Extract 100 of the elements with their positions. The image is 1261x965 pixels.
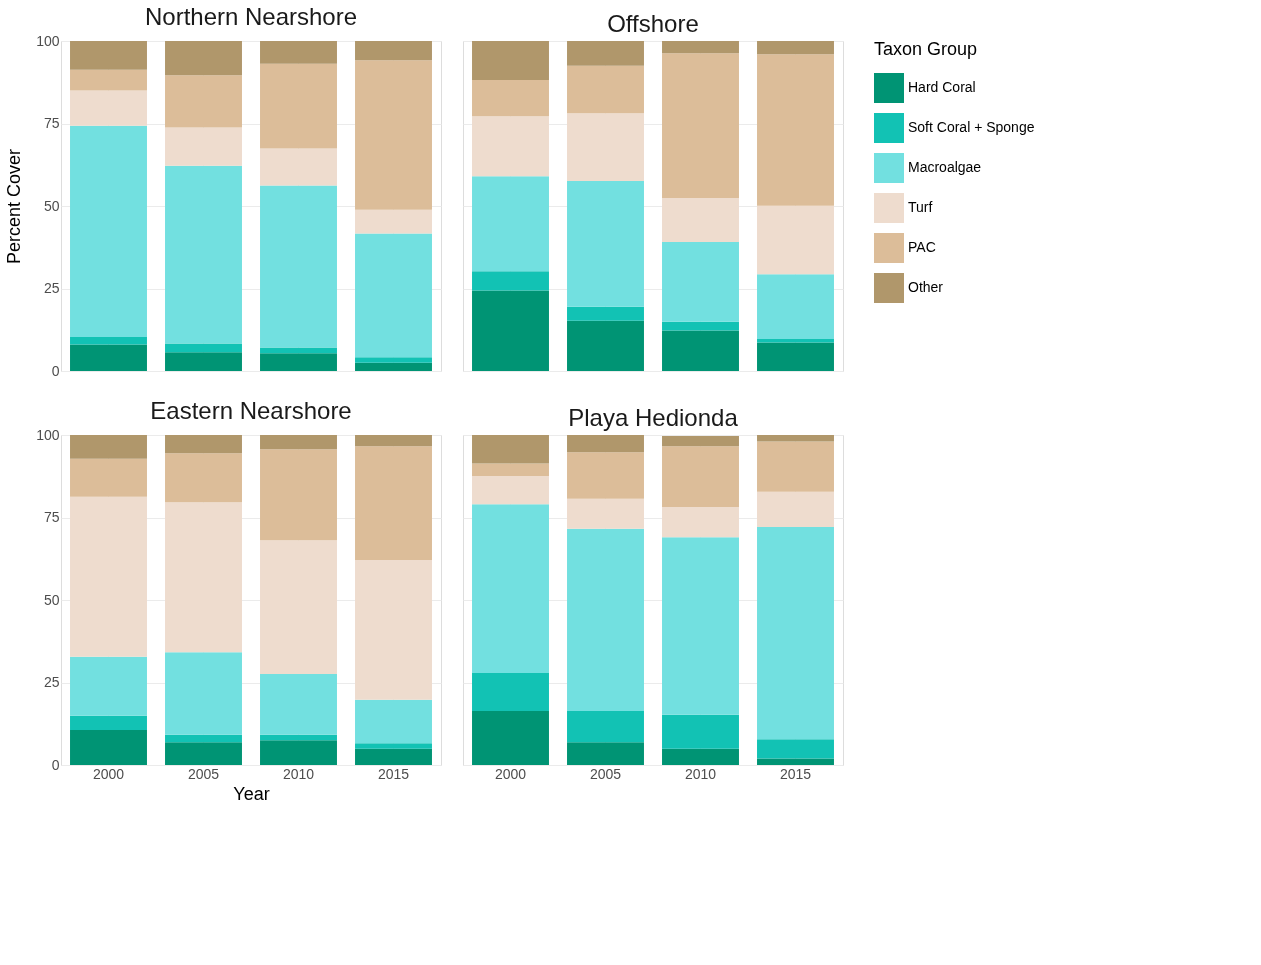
bar — [662, 714, 739, 749]
x-tick-label: 2015 — [779, 765, 812, 782]
bar — [70, 41, 147, 70]
bar — [70, 656, 147, 716]
bar — [662, 321, 739, 331]
bar — [260, 435, 337, 450]
bar — [165, 41, 242, 76]
bar — [70, 730, 147, 765]
bar — [567, 65, 644, 114]
bar — [567, 306, 644, 321]
y-tick-label: 0 — [51, 756, 60, 773]
bar — [472, 672, 549, 711]
bar — [567, 528, 644, 711]
bar — [355, 748, 432, 765]
bar — [662, 506, 739, 538]
bar — [165, 343, 242, 353]
bar — [70, 458, 147, 497]
y-tick-label: 25 — [43, 280, 60, 296]
bar — [567, 41, 644, 66]
y-axis-title: Percent Cover — [4, 148, 25, 265]
bar — [472, 463, 549, 476]
bar — [355, 560, 432, 700]
bar — [662, 53, 739, 199]
x-tick-label: 2010 — [684, 765, 717, 782]
bar — [662, 435, 739, 447]
bar — [757, 435, 834, 442]
bar — [662, 241, 739, 322]
bar — [260, 41, 337, 64]
bar — [355, 209, 432, 234]
bar — [757, 338, 834, 343]
x-tick-label: 2015 — [377, 765, 410, 782]
bar — [260, 185, 337, 348]
legend-title: Taxon Group — [874, 39, 978, 59]
bar — [472, 504, 549, 673]
bar — [662, 446, 739, 507]
bar — [355, 41, 432, 61]
bar — [260, 353, 337, 371]
y-tick-label: 100 — [36, 32, 60, 49]
bar — [662, 537, 739, 715]
bar — [472, 271, 549, 291]
bar — [567, 435, 644, 453]
bar — [662, 748, 739, 765]
bar — [567, 320, 644, 371]
bar — [355, 362, 432, 371]
bar — [472, 710, 549, 765]
bar — [260, 540, 337, 674]
chart-title: Northern Nearshore — [144, 3, 358, 30]
bar — [662, 41, 739, 54]
bar — [757, 205, 834, 275]
bar — [165, 352, 242, 371]
bar — [472, 41, 549, 80]
bar — [165, 453, 242, 503]
bar — [355, 699, 432, 744]
bar — [165, 502, 242, 653]
legend-label: Soft Coral + Sponge — [908, 119, 1035, 135]
legend-label: Turf — [908, 199, 933, 215]
bar — [567, 710, 644, 743]
y-tick-label: 75 — [43, 115, 60, 131]
bar — [70, 337, 147, 345]
bar — [260, 673, 337, 735]
bar — [472, 176, 549, 272]
bar — [70, 435, 147, 459]
bar — [355, 435, 432, 447]
bar — [165, 652, 242, 735]
bar — [70, 90, 147, 126]
bar — [260, 449, 337, 541]
y-tick-label: 50 — [43, 197, 60, 214]
legend-label: Macroalgae — [908, 159, 982, 175]
bar — [165, 165, 242, 344]
bar — [757, 527, 834, 740]
bar — [70, 69, 147, 91]
bar — [70, 496, 147, 657]
bar — [472, 475, 549, 505]
bar — [472, 79, 549, 117]
bar — [567, 742, 644, 765]
y-tick-label: 100 — [36, 426, 60, 443]
bar — [567, 498, 644, 529]
bar — [165, 75, 242, 128]
bar — [757, 758, 834, 765]
x-tick-label: 2000 — [92, 765, 125, 782]
bar — [472, 116, 549, 177]
bar — [260, 740, 337, 765]
bar — [355, 743, 432, 749]
bar — [165, 435, 242, 454]
x-axis-title: Year — [233, 783, 270, 804]
bar — [165, 734, 242, 743]
bar — [662, 330, 739, 371]
bar — [757, 491, 834, 528]
legend-label: Other — [908, 279, 944, 295]
x-tick-label: 2010 — [282, 765, 315, 782]
bar — [165, 127, 242, 166]
y-tick-label: 75 — [43, 509, 60, 525]
bar — [355, 60, 432, 210]
bar — [355, 446, 432, 561]
bar — [355, 357, 432, 363]
x-tick-label: 2005 — [187, 765, 220, 782]
bar — [757, 739, 834, 759]
y-tick-label: 0 — [51, 362, 60, 379]
bar — [70, 125, 147, 338]
bar — [757, 274, 834, 339]
